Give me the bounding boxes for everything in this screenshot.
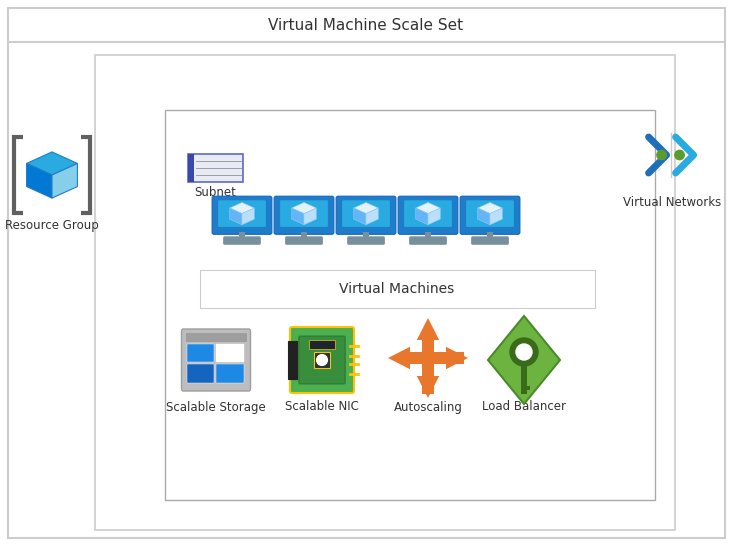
Polygon shape (52, 163, 78, 198)
Polygon shape (292, 208, 304, 225)
Bar (185, 333, 246, 342)
Polygon shape (26, 163, 52, 198)
Polygon shape (490, 208, 502, 225)
Polygon shape (354, 208, 366, 225)
Text: Virtual Machine Scale Set: Virtual Machine Scale Set (268, 19, 463, 33)
Bar (406, 352, 424, 364)
Polygon shape (446, 347, 468, 369)
Text: Virtual Networks: Virtual Networks (623, 195, 721, 209)
FancyBboxPatch shape (95, 55, 675, 530)
Polygon shape (229, 203, 254, 213)
Bar (422, 340, 434, 352)
Circle shape (657, 150, 666, 159)
Bar (422, 364, 434, 376)
FancyBboxPatch shape (285, 236, 323, 245)
FancyBboxPatch shape (274, 196, 334, 234)
Bar (422, 352, 434, 364)
Bar (410, 352, 422, 364)
Bar (422, 336, 434, 354)
Bar (188, 154, 194, 182)
Circle shape (317, 354, 328, 365)
Circle shape (510, 338, 538, 366)
FancyBboxPatch shape (182, 329, 251, 391)
FancyBboxPatch shape (471, 236, 509, 245)
Bar (487, 232, 493, 238)
Polygon shape (428, 208, 441, 225)
Polygon shape (304, 208, 316, 225)
FancyBboxPatch shape (409, 236, 447, 245)
Bar (186, 344, 214, 363)
Bar (363, 232, 369, 238)
FancyBboxPatch shape (200, 270, 595, 308)
Circle shape (516, 344, 532, 360)
FancyBboxPatch shape (290, 327, 354, 393)
Text: Scalable NIC: Scalable NIC (285, 401, 359, 413)
Polygon shape (242, 208, 254, 225)
Polygon shape (488, 316, 560, 404)
Bar (186, 364, 214, 383)
Bar (309, 340, 335, 348)
Circle shape (675, 150, 684, 159)
FancyBboxPatch shape (398, 196, 458, 234)
FancyBboxPatch shape (165, 110, 655, 500)
Polygon shape (416, 203, 441, 213)
FancyBboxPatch shape (404, 200, 452, 227)
FancyBboxPatch shape (347, 236, 385, 245)
Polygon shape (354, 203, 378, 213)
Polygon shape (417, 318, 439, 340)
Bar (521, 366, 527, 394)
Polygon shape (26, 152, 78, 175)
FancyBboxPatch shape (223, 236, 261, 245)
Text: Autoscaling: Autoscaling (394, 401, 463, 413)
Bar (288, 341, 297, 378)
FancyBboxPatch shape (8, 8, 725, 538)
FancyBboxPatch shape (466, 200, 514, 227)
Text: Virtual Machines: Virtual Machines (339, 282, 454, 296)
Bar (216, 364, 243, 383)
Polygon shape (229, 208, 242, 225)
FancyBboxPatch shape (218, 200, 266, 227)
Polygon shape (417, 376, 439, 398)
Polygon shape (478, 208, 490, 225)
Polygon shape (366, 208, 378, 225)
Bar (422, 376, 434, 394)
Text: Resource Group: Resource Group (5, 218, 99, 232)
Text: Subnet: Subnet (194, 186, 236, 199)
Polygon shape (478, 203, 502, 213)
FancyBboxPatch shape (336, 196, 396, 234)
FancyBboxPatch shape (342, 200, 390, 227)
Bar (446, 352, 464, 364)
Text: Load Balancer: Load Balancer (482, 401, 566, 413)
Text: Scalable Storage: Scalable Storage (166, 401, 266, 413)
Bar (314, 352, 331, 369)
Bar (434, 352, 446, 364)
Bar (521, 386, 530, 390)
Bar (239, 232, 245, 238)
Bar (425, 232, 431, 238)
FancyBboxPatch shape (280, 200, 328, 227)
Bar (216, 344, 243, 363)
FancyBboxPatch shape (188, 154, 243, 182)
Polygon shape (388, 347, 410, 369)
FancyBboxPatch shape (460, 196, 520, 234)
Bar (301, 232, 307, 238)
Polygon shape (416, 208, 428, 225)
Polygon shape (292, 203, 316, 213)
FancyBboxPatch shape (212, 196, 272, 234)
FancyBboxPatch shape (299, 336, 345, 384)
